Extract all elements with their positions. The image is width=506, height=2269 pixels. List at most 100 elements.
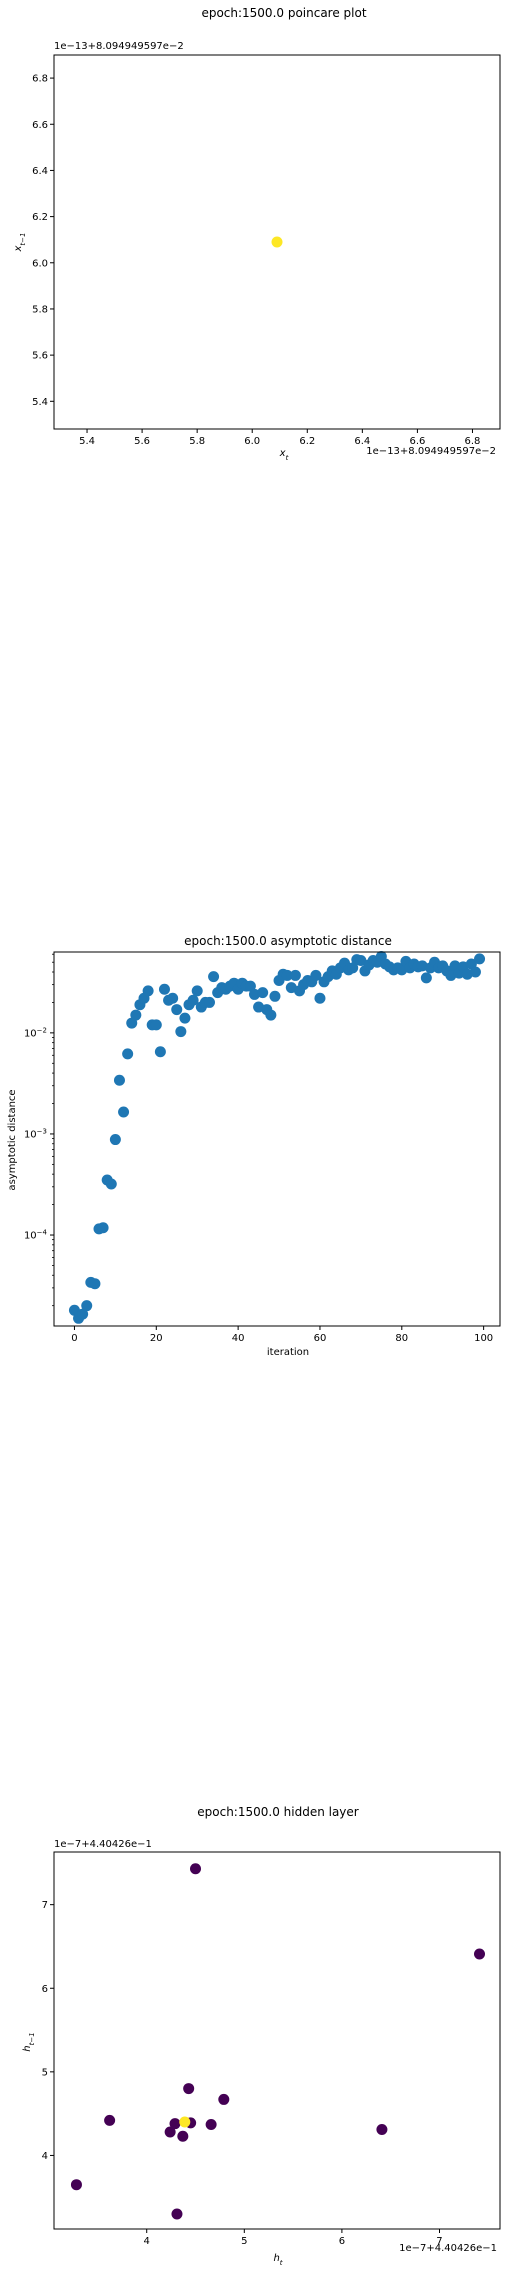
x-tick-label: 5.4 xyxy=(79,436,95,447)
data-point xyxy=(203,996,215,1008)
data-point xyxy=(179,2116,191,2128)
y-tick-label: 7 xyxy=(42,1900,48,1911)
y-ticks: 10−210−310−4 xyxy=(24,953,54,1307)
data-point xyxy=(191,985,203,997)
y-axis-label-subscript: t−1 xyxy=(28,2032,36,2045)
chart-title: epoch:1500.0 hidden layer xyxy=(197,1805,359,1819)
x-ticks: 5.4 5.6 5.8 6.0 6.2 6.4 6.6 6.8 xyxy=(79,429,480,447)
data-point xyxy=(89,1278,101,1290)
y-tick-exponent: −4 xyxy=(37,1229,48,1237)
y-tick-base: 10 xyxy=(24,1129,37,1140)
y-ticks: 5.4 5.6 5.8 6.0 6.2 6.4 6.6 6.8 xyxy=(32,74,54,408)
y-tick-label: 4 xyxy=(42,2151,48,2162)
data-point xyxy=(167,992,179,1004)
y-tick-label: 6.2 xyxy=(32,212,48,223)
x-tick-label: 20 xyxy=(150,1333,163,1344)
data-point xyxy=(113,1074,125,1086)
data-point xyxy=(122,1048,134,1060)
data-point xyxy=(310,969,322,981)
x-axis-label: iteration xyxy=(267,1347,309,1358)
data-point xyxy=(179,1012,191,1024)
x-tick-label: 0 xyxy=(71,1333,77,1344)
y-tick-label: 6.8 xyxy=(32,74,48,85)
data-point xyxy=(104,2114,116,2126)
data-point xyxy=(154,1046,166,1058)
data-point xyxy=(105,1178,117,1190)
data-point xyxy=(314,992,326,1004)
x-tick-label: 6.2 xyxy=(299,436,315,447)
data-point xyxy=(355,954,367,966)
data-point xyxy=(271,236,283,248)
x-tick-label: 5 xyxy=(241,2236,247,2247)
y-tick-label: 5.6 xyxy=(32,351,48,362)
data-point xyxy=(70,2179,82,2191)
data-point xyxy=(218,2093,230,2105)
data-point xyxy=(77,1308,89,1320)
data-point xyxy=(175,1026,187,1038)
poincare-plot-chart: epoch:1500.0 poincare plot 1e−13+8.09494… xyxy=(13,6,501,462)
y-axis-label: asymptotic distance xyxy=(7,1089,18,1190)
data-point xyxy=(171,1004,183,1016)
data-point xyxy=(474,1948,486,1960)
y-offset-text: 1e−13+8.094949597e−2 xyxy=(54,41,184,52)
y-axis-label: ht−1 xyxy=(22,2032,36,2051)
x-tick-label: 6.6 xyxy=(409,436,425,447)
data-point xyxy=(289,969,301,981)
data-point xyxy=(177,2130,189,2142)
data-point xyxy=(281,969,293,981)
data-point xyxy=(420,972,432,984)
data-point xyxy=(158,983,170,995)
data-point xyxy=(130,1009,142,1021)
data-point xyxy=(183,2083,195,2095)
x-tick-label: 60 xyxy=(314,1333,327,1344)
x-ticks: 4 5 6 7 xyxy=(144,2229,443,2247)
y-tick-exponent: −2 xyxy=(37,1026,47,1034)
data-point xyxy=(347,962,359,974)
data-point xyxy=(469,966,481,978)
x-tick-label: 5.8 xyxy=(189,436,205,447)
data-point xyxy=(244,980,256,992)
x-tick-label: 5.6 xyxy=(134,436,150,447)
plot-frame xyxy=(53,1851,501,2230)
data-point xyxy=(171,2208,183,2220)
data-point xyxy=(109,1134,121,1146)
y-tick-exponent: −3 xyxy=(37,1127,47,1135)
asymptotic-distance-chart: epoch:1500.0 asymptotic distance iterati… xyxy=(7,934,501,1358)
x-offset-text: 1e−13+8.094949597e−2 xyxy=(366,446,496,457)
data-point xyxy=(208,971,220,983)
data-point xyxy=(118,1106,130,1118)
x-axis-label-subscript: t xyxy=(286,454,289,462)
y-tick-base: 10 xyxy=(24,1028,37,1039)
plot-frame xyxy=(53,54,501,430)
data-point xyxy=(187,994,199,1006)
y-tick-label: 10−3 xyxy=(24,1127,47,1140)
y-tick-label: 5.8 xyxy=(32,304,48,315)
y-tick-label: 6.0 xyxy=(32,258,48,269)
x-tick-label: 7 xyxy=(436,2236,442,2247)
data-point xyxy=(474,953,486,965)
chart-title: epoch:1500.0 poincare plot xyxy=(201,6,366,20)
y-tick-label: 10−2 xyxy=(24,1026,47,1039)
x-tick-label: 80 xyxy=(395,1333,408,1344)
y-tick-label: 6.4 xyxy=(32,166,48,177)
data-points xyxy=(271,236,283,248)
y-tick-base: 10 xyxy=(24,1231,37,1242)
y-offset-text: 1e−7+4.40426e−1 xyxy=(54,1839,152,1850)
x-axis-label-subscript: t xyxy=(280,2259,283,2267)
data-point xyxy=(150,1019,162,1031)
y-tick-label: 5 xyxy=(42,2067,48,2078)
x-tick-label: 40 xyxy=(232,1333,245,1344)
data-point xyxy=(257,987,269,999)
data-point xyxy=(81,1300,93,1312)
y-ticks: 4 5 6 7 xyxy=(42,1900,54,2162)
data-point xyxy=(248,988,260,1000)
data-point xyxy=(190,1863,202,1875)
x-axis-label: xt xyxy=(279,448,289,462)
plot-frame xyxy=(53,951,501,1327)
data-points xyxy=(70,1863,486,2220)
x-tick-label: 6.0 xyxy=(244,436,260,447)
data-point xyxy=(269,990,281,1002)
y-tick-label: 6.6 xyxy=(32,120,48,131)
data-point xyxy=(205,2119,217,2131)
y-axis-label-subscript: t−1 xyxy=(19,233,27,246)
